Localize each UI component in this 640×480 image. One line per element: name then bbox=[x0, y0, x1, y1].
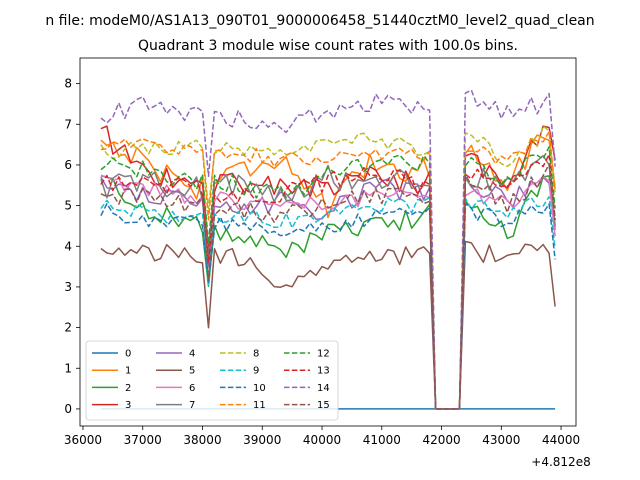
x-tick-label: 44000 bbox=[542, 433, 580, 447]
x-tick-label: 41000 bbox=[363, 433, 401, 447]
plot-frame bbox=[79, 57, 577, 427]
y-tick-label: 0 bbox=[64, 402, 72, 416]
legend-label-10: 10 bbox=[253, 383, 266, 394]
series-line-10 bbox=[100, 202, 556, 410]
series-line-15 bbox=[100, 163, 556, 410]
series-line-11 bbox=[100, 130, 556, 410]
y-tick-label: 3 bbox=[64, 280, 72, 294]
series-line-2 bbox=[100, 174, 556, 410]
x-tick-label: 42000 bbox=[422, 433, 460, 447]
series-line-5 bbox=[100, 240, 556, 410]
series-line-9 bbox=[100, 196, 556, 410]
x-tick-label: 43000 bbox=[482, 433, 520, 447]
y-tick-label: 1 bbox=[64, 361, 72, 375]
series-line-3 bbox=[100, 125, 556, 410]
y-tick-label: 4 bbox=[64, 239, 72, 253]
legend-label-4: 4 bbox=[189, 349, 195, 360]
x-axis: 36000 37000 38000 39000 40000 41000 42000 43000… bbox=[64, 426, 580, 447]
x-tick-label: 36000 bbox=[64, 433, 102, 447]
y-tick-label: 5 bbox=[64, 199, 72, 213]
x-tick-label: 38000 bbox=[183, 433, 221, 447]
y-tick-label: 7 bbox=[64, 117, 72, 131]
series-line-14 bbox=[100, 89, 556, 410]
series-line-7 bbox=[100, 154, 556, 410]
series-line-13 bbox=[100, 153, 556, 410]
legend-label-7: 7 bbox=[189, 400, 195, 411]
legend-label-15: 15 bbox=[317, 400, 330, 411]
legend-label-0: 0 bbox=[125, 349, 131, 360]
legend-label-12: 12 bbox=[317, 349, 330, 360]
legend-label-9: 9 bbox=[253, 366, 259, 377]
legend-label-3: 3 bbox=[125, 400, 131, 411]
legend-box bbox=[85, 340, 339, 421]
legend-label-6: 6 bbox=[189, 383, 195, 394]
chart-title: Quadrant 3 module wise count rates with … bbox=[138, 38, 518, 54]
figure-suptitle: n file: modeM0/AS1A13_090T01_9000006458_… bbox=[45, 13, 594, 29]
x-tick-label: 40000 bbox=[303, 433, 341, 447]
legend-label-13: 13 bbox=[317, 366, 330, 377]
legend-label-2: 2 bbox=[125, 383, 131, 394]
x-offset-label: +4.812e8 bbox=[531, 455, 590, 469]
legend-label-8: 8 bbox=[253, 349, 259, 360]
legend-label-14: 14 bbox=[317, 383, 330, 394]
y-tick-label: 6 bbox=[64, 158, 72, 172]
legend-label-5: 5 bbox=[189, 366, 195, 377]
y-tick-label: 8 bbox=[64, 77, 72, 91]
legend-label-1: 1 bbox=[125, 366, 131, 377]
series-line-8 bbox=[100, 125, 556, 410]
legend-label-11: 11 bbox=[253, 400, 266, 411]
series-layer bbox=[100, 89, 556, 410]
y-axis: 0 1 2 3 4 5 6 7 8 bbox=[64, 77, 80, 416]
y-tick-label: 2 bbox=[64, 321, 72, 335]
x-tick-label: 39000 bbox=[243, 433, 281, 447]
x-tick-label: 37000 bbox=[124, 433, 162, 447]
